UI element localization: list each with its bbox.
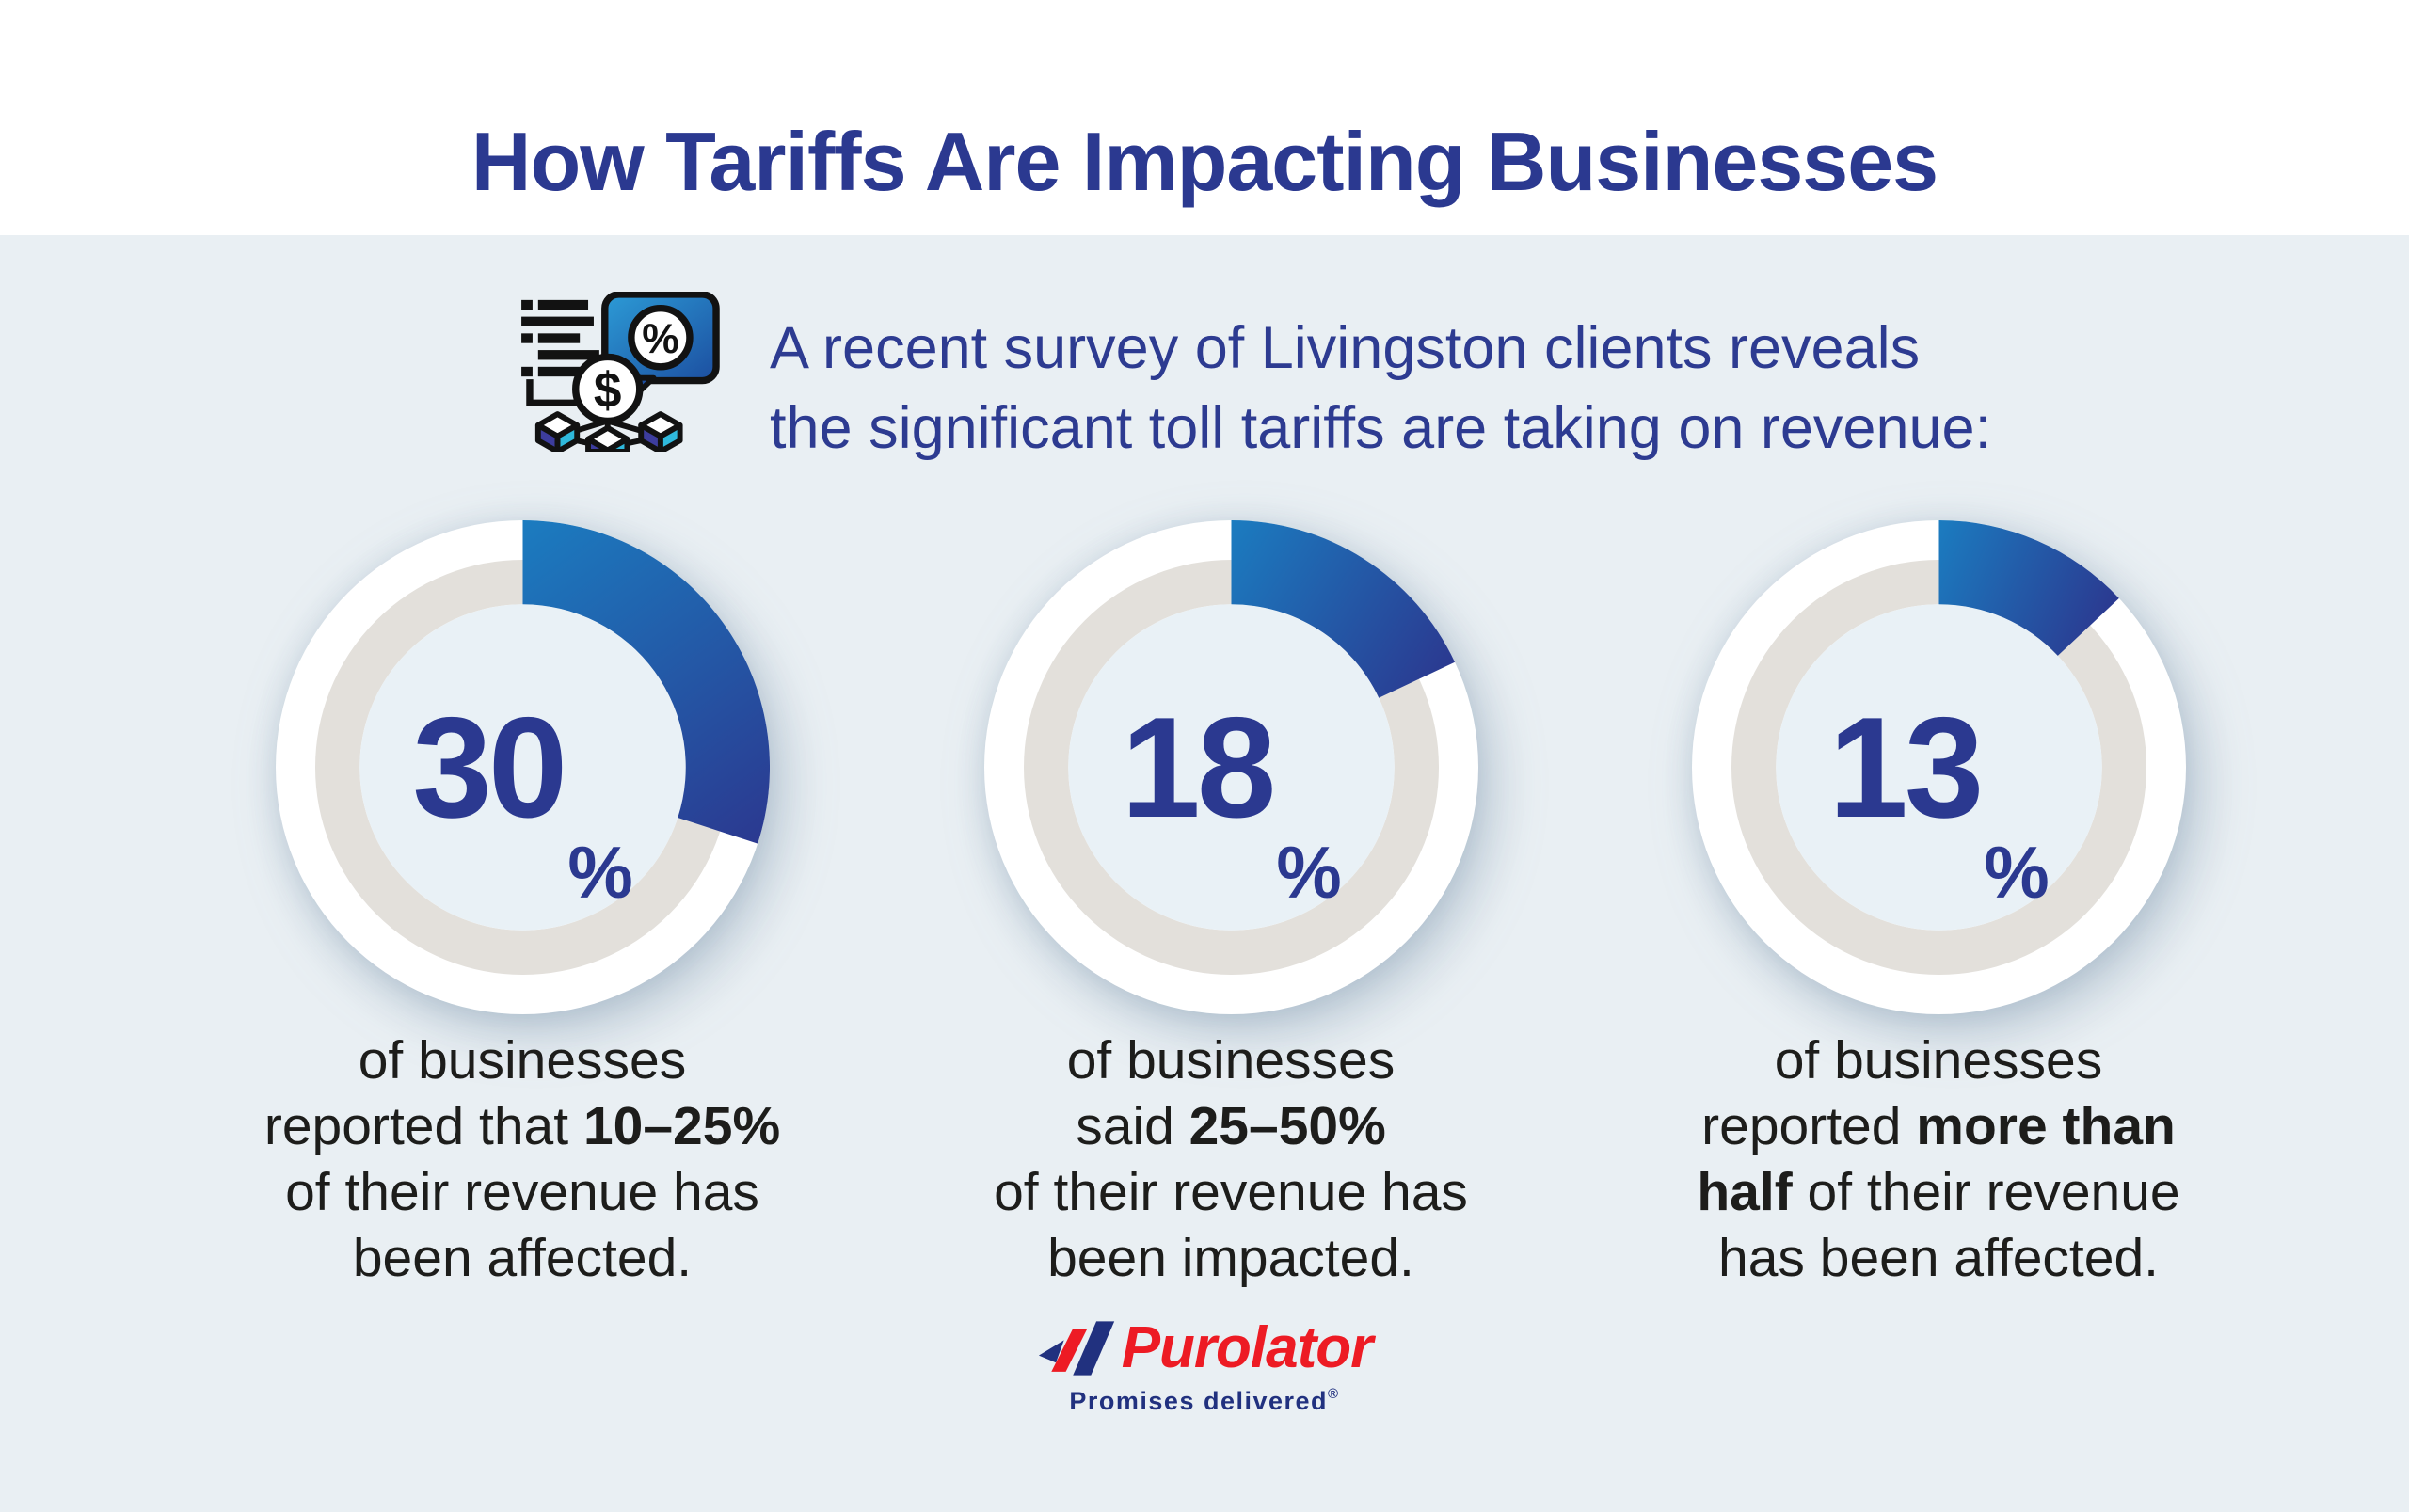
donut-svg-13 bbox=[1692, 520, 2186, 1014]
footer-brand: Purolator Promises delivered® bbox=[0, 1317, 2409, 1414]
intro-line-2: the significant toll tariffs are taking … bbox=[770, 395, 1992, 461]
svg-text:%: % bbox=[642, 316, 678, 362]
donut-svg-18 bbox=[984, 520, 1478, 1014]
donut-caption-30: of businesses reported that 10–25% of thei… bbox=[263, 1030, 781, 1288]
donut-chart-18: 18% bbox=[984, 520, 1478, 1014]
report-lines-icon bbox=[521, 299, 599, 377]
page-title: How Tariffs Are Impacting Businesses bbox=[471, 115, 1938, 208]
dollar-coin-icon: $ bbox=[572, 353, 644, 425]
brand-tagline: Promises delivered® bbox=[1069, 1386, 1340, 1415]
intro-line-1: A recent survey of Livingston clients re… bbox=[770, 315, 1921, 381]
svg-text:$: $ bbox=[594, 363, 622, 419]
donut-caption-13: of businesses reported more than half of t… bbox=[1697, 1030, 2180, 1288]
donut-arc bbox=[1231, 520, 1456, 698]
donut-arc bbox=[522, 520, 770, 844]
survey-report-money-network-icon: % $ bbox=[521, 292, 720, 452]
purolator-wordmark: Purolator bbox=[1121, 1315, 1374, 1380]
connector-line bbox=[526, 379, 591, 406]
registered-mark: ® bbox=[1328, 1386, 1340, 1402]
donut-center bbox=[1776, 604, 2102, 931]
donut-center bbox=[1068, 604, 1395, 931]
donut-svg-30 bbox=[276, 520, 770, 1014]
donut-chart-13: 13% bbox=[1692, 520, 2186, 1014]
tagline-text: Promises delivered bbox=[1069, 1387, 1329, 1415]
donut-chart-30: 30% bbox=[276, 520, 770, 1014]
donut-arc bbox=[1938, 520, 2119, 656]
purolator-logo: Purolator bbox=[1037, 1317, 1373, 1379]
purolator-logo-mark-icon bbox=[1038, 1321, 1114, 1376]
donut-center bbox=[359, 604, 686, 931]
intro-text: A recent survey of Livingston clients re… bbox=[770, 309, 1991, 469]
cubes-icon bbox=[534, 411, 683, 452]
donut-caption-18: of businesses said 25–50% of their revenue… bbox=[994, 1030, 1468, 1288]
